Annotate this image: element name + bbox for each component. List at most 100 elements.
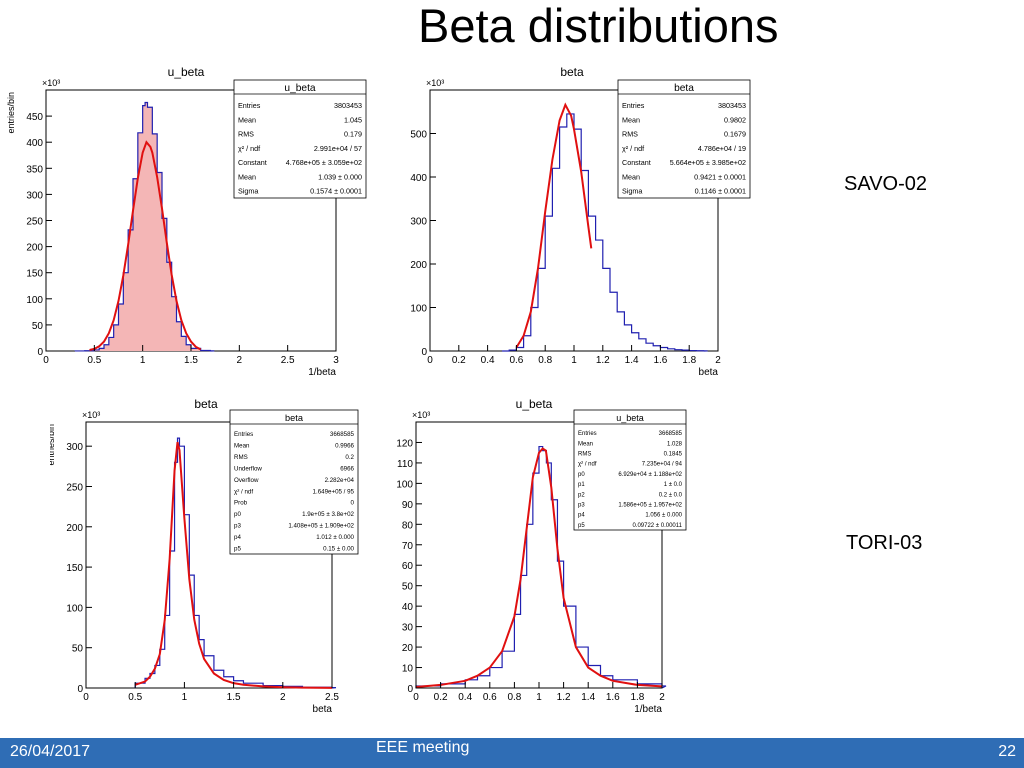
y-tick-label: 100 bbox=[26, 295, 43, 306]
stats-row-label: Entries bbox=[622, 101, 645, 110]
x-tick-label: 1 bbox=[536, 692, 542, 703]
stats-row-value: 4.768e+05 ± 3.059e+02 bbox=[286, 158, 362, 167]
x-tick-label: 1.2 bbox=[557, 692, 571, 703]
stats-row-value: 4.786e+04 / 19 bbox=[698, 144, 746, 153]
y-tick-label: 250 bbox=[66, 482, 83, 493]
stats-row-label: p2 bbox=[578, 492, 585, 498]
stats-row-label: RMS bbox=[238, 130, 254, 139]
stats-row-label: Mean bbox=[234, 442, 250, 449]
chart-u-beta-savo: u_beta 0 0.5 1 1.5 2 2.5 3 0 50 100 150 200 250 300 350… bbox=[6, 65, 367, 378]
stats-row-value: 0 bbox=[351, 500, 355, 507]
slide-title: Beta distributions bbox=[418, 0, 779, 52]
stats-row-label: Constant bbox=[238, 158, 267, 167]
stats-row-value: 2.282e+04 bbox=[325, 477, 355, 484]
stats-row-label: Prob bbox=[234, 500, 248, 507]
stats-box bbox=[573, 409, 687, 531]
y-multiplier: ×10³ bbox=[412, 410, 430, 420]
y-tick-label: 20 bbox=[402, 643, 414, 654]
y-tick-label: 400 bbox=[410, 173, 427, 184]
x-tick-label: 1 bbox=[140, 355, 146, 366]
y-tick-label: 500 bbox=[410, 130, 427, 141]
stats-row-value: 3668585 bbox=[330, 431, 355, 438]
stats-row-label: Entries bbox=[578, 431, 597, 437]
stats-row-value: 7.235e+04 / 94 bbox=[642, 462, 683, 468]
stats-row-label: Mean bbox=[578, 441, 593, 447]
stats-row-value: 0.1574 ± 0.0001 bbox=[310, 187, 362, 196]
y-tick-label: 200 bbox=[66, 523, 83, 534]
chart-title: beta bbox=[560, 65, 584, 79]
fit-curve bbox=[515, 102, 593, 349]
x-tick-label: 0 bbox=[427, 355, 433, 366]
stats-row-label: p3 bbox=[234, 523, 241, 530]
x-tick-label: 0.4 bbox=[458, 692, 472, 703]
stats-row-value: 1 ± 0.0 bbox=[664, 482, 683, 488]
stats-row-label: p4 bbox=[578, 513, 585, 519]
x-tick-label: 0.6 bbox=[483, 692, 497, 703]
stats-row-label: p1 bbox=[578, 482, 585, 488]
x-tick-label: 0 bbox=[413, 692, 419, 703]
y-multiplier: ×10³ bbox=[82, 410, 100, 420]
x-tick-label: 0 bbox=[43, 355, 49, 366]
y-tick-label: 0 bbox=[407, 684, 413, 695]
x-tick-label: 1.4 bbox=[625, 355, 639, 366]
stats-row-label: p0 bbox=[234, 511, 241, 518]
x-tick-label: 2 bbox=[237, 355, 243, 366]
stats-box bbox=[229, 409, 359, 555]
stats-row-value: 1.056 ± 0.000 bbox=[645, 513, 682, 519]
stats-row-label: Mean bbox=[238, 172, 256, 181]
stats-row-label: RMS bbox=[234, 454, 248, 461]
stats-row-value: 6.929e+04 ± 1.188e+02 bbox=[618, 472, 682, 478]
x-tick-label: 0.8 bbox=[538, 355, 552, 366]
x-axis-label: 1/beta bbox=[308, 367, 336, 378]
fit-curve bbox=[134, 441, 333, 689]
y-tick-label: 150 bbox=[26, 269, 43, 280]
x-tick-label: 1.5 bbox=[227, 692, 241, 703]
y-tick-label: 0 bbox=[37, 347, 43, 358]
y-tick-label: 50 bbox=[72, 644, 84, 655]
stats-row-value: 6966 bbox=[340, 465, 354, 472]
y-tick-label: 30 bbox=[402, 623, 414, 634]
stats-row-value: 0.2 ± 0.0 bbox=[659, 492, 683, 498]
stats-row-value: 1.9e+05 ± 3.8e+02 bbox=[302, 511, 354, 518]
footer-meeting: EEE meeting bbox=[376, 739, 470, 756]
stats-row-value: 5.664e+05 ± 3.985e+02 bbox=[670, 158, 746, 167]
x-tick-label: 0.5 bbox=[128, 692, 142, 703]
stats-row-value: 1.649e+05 / 95 bbox=[313, 488, 355, 495]
chart-beta-tori: beta 0 0.5 1 1.5 2 2.5 0 50 100 150 200 250 300 ×10³ be… bbox=[50, 397, 359, 715]
x-tick-label: 1.8 bbox=[630, 692, 644, 703]
stats-row-label: χ² / ndf bbox=[578, 462, 597, 468]
y-tick-label: 250 bbox=[26, 217, 43, 228]
y-tick-label: 0 bbox=[77, 684, 83, 695]
y-tick-label: 70 bbox=[402, 541, 414, 552]
x-tick-label: 0.2 bbox=[434, 692, 448, 703]
chart-title: u_beta bbox=[168, 65, 205, 79]
y-tick-label: 300 bbox=[26, 190, 43, 201]
stats-box bbox=[233, 79, 367, 199]
y-tick-label: 150 bbox=[66, 563, 83, 574]
station-label-tori: TORI-03 bbox=[846, 532, 923, 554]
x-tick-label: 0.4 bbox=[481, 355, 495, 366]
y-tick-label: 450 bbox=[26, 112, 43, 123]
stats-row-value: 1.012 ± 0.000 bbox=[316, 534, 354, 541]
x-axis-label: 1/beta bbox=[634, 704, 662, 715]
y-tick-label: 300 bbox=[410, 217, 427, 228]
stats-row-label: Sigma bbox=[622, 187, 642, 196]
stats-title: beta bbox=[285, 413, 304, 423]
y-tick-label: 110 bbox=[397, 459, 413, 470]
stats-row-label: Entries bbox=[234, 431, 253, 438]
stats-row-label: χ² / ndf bbox=[622, 144, 644, 153]
x-tick-label: 1.5 bbox=[184, 355, 198, 366]
x-tick-label: 1 bbox=[571, 355, 577, 366]
stats-row-value: 0.1146 ± 0.0001 bbox=[695, 187, 746, 196]
x-tick-label: 1.6 bbox=[653, 355, 667, 366]
stats-row-label: Overflow bbox=[234, 477, 259, 484]
stats-row-value: 2.991e+04 / 57 bbox=[314, 144, 362, 153]
y-tick-label: 300 bbox=[66, 442, 83, 453]
stats-row-label: p5 bbox=[578, 523, 585, 529]
stats-row-label: p3 bbox=[578, 503, 585, 509]
stats-row-label: p5 bbox=[234, 546, 241, 553]
station-label-savo: SAVO-02 bbox=[844, 173, 927, 195]
stats-row-value: 3803453 bbox=[718, 101, 746, 110]
stats-row-label: RMS bbox=[578, 452, 591, 458]
